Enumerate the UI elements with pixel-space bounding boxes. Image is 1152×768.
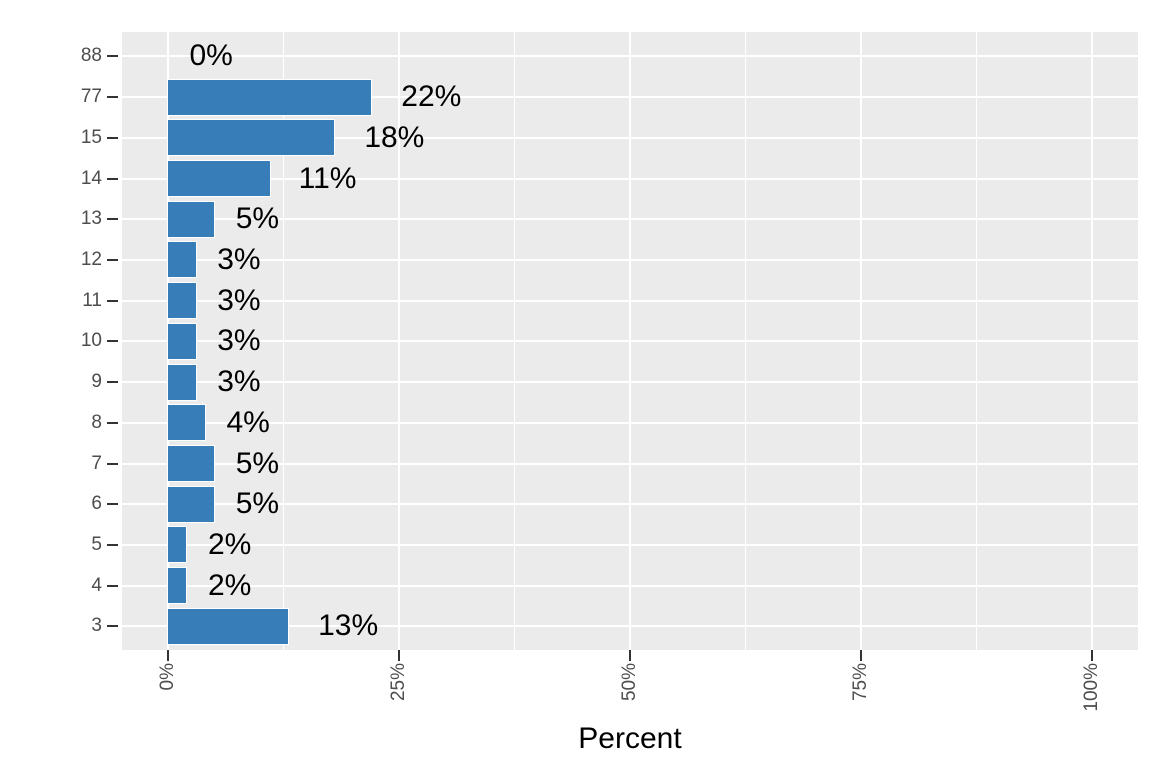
- bar-value-label: 11%: [298, 161, 357, 195]
- y-axis-label: 3: [91, 615, 102, 637]
- x-axis-label: 0%: [157, 663, 178, 691]
- bar-value-label: 13%: [318, 609, 379, 643]
- y-axis-tick: [107, 258, 118, 261]
- gridline-major-horizontal: [122, 625, 1138, 628]
- bar-value-label: 4%: [226, 405, 270, 439]
- y-axis-tick: [107, 503, 118, 506]
- plot-panel: 0% 22% 18% 11% 5% 3% 3% 3% 3% 4% 5% 5% 2% 2% 13%: [122, 32, 1138, 650]
- y-axis-tick: [107, 584, 118, 587]
- bar: [167, 160, 271, 198]
- y-axis-tick: [107, 218, 118, 221]
- y-axis-tick: [107, 299, 118, 302]
- y-axis-label: 13: [80, 208, 102, 230]
- bar-value-label: 2%: [207, 527, 252, 561]
- gridline-major-horizontal: [122, 258, 1138, 261]
- y-axis-tick: [107, 421, 118, 424]
- gridline-major-horizontal: [122, 55, 1138, 58]
- bar: [167, 200, 216, 238]
- bar: [167, 485, 216, 523]
- bar-value-label: 3%: [217, 324, 261, 358]
- bar-value-label: 3%: [217, 283, 261, 317]
- gridline-major-horizontal: [122, 177, 1138, 180]
- x-axis-title: Percent: [578, 722, 682, 755]
- bar-value-label: 5%: [235, 202, 280, 236]
- y-axis-label: 77: [80, 86, 102, 108]
- bar-value-label: 22%: [401, 80, 462, 114]
- gridline-major-horizontal: [122, 340, 1138, 343]
- bar: [167, 363, 197, 401]
- bar: [167, 241, 197, 279]
- y-axis-label: 6: [91, 493, 102, 515]
- bar: [167, 526, 188, 564]
- x-axis-tick: [860, 650, 862, 661]
- gridline-major-horizontal: [122, 299, 1138, 302]
- bar-value-label: 0%: [189, 39, 233, 73]
- bar: [167, 404, 206, 442]
- gridline-major-horizontal: [122, 543, 1138, 546]
- gridline-major-horizontal: [122, 218, 1138, 221]
- bar-value-label: 5%: [235, 487, 280, 521]
- bar-value-label: 3%: [217, 365, 261, 399]
- y-axis-tick: [107, 340, 118, 343]
- x-axis-label: 25%: [388, 663, 409, 702]
- bar-value-label: 5%: [235, 446, 280, 480]
- bar: [167, 567, 188, 605]
- y-axis-tick: [107, 136, 118, 139]
- y-axis-tick: [107, 543, 118, 546]
- y-axis-label: 7: [91, 452, 102, 474]
- gridline-major-horizontal: [122, 96, 1138, 99]
- y-axis-tick: [107, 96, 118, 99]
- gridline-major-horizontal: [122, 136, 1138, 139]
- y-axis-label: 8: [91, 411, 102, 433]
- bar: [167, 282, 197, 320]
- y-axis-tick: [107, 462, 118, 465]
- y-axis-tick: [107, 625, 118, 628]
- y-axis-label: 14: [80, 167, 102, 189]
- bar-value-label: 3%: [217, 242, 261, 276]
- gridline-major-horizontal: [122, 503, 1138, 506]
- x-axis-label: 50%: [619, 663, 640, 702]
- y-axis-label: 9: [91, 371, 102, 393]
- bar: [167, 119, 336, 157]
- gridline-major-horizontal: [122, 584, 1138, 587]
- bar-value-label: 2%: [207, 568, 252, 602]
- bar-value-label: 18%: [364, 120, 425, 154]
- x-axis-tick: [1091, 650, 1093, 661]
- x-axis-label: 100%: [1081, 663, 1102, 712]
- x-axis-label: 75%: [850, 663, 871, 702]
- y-axis-label: 15: [80, 126, 102, 148]
- gridline-major-horizontal: [122, 381, 1138, 384]
- y-axis-label: 88: [80, 45, 102, 67]
- y-axis-label: 10: [80, 330, 102, 352]
- gridline-major-horizontal: [122, 462, 1138, 465]
- bar: [167, 322, 197, 360]
- y-axis-label: 11: [82, 289, 102, 311]
- y-axis-label: 5: [91, 533, 102, 555]
- x-axis-tick: [167, 650, 169, 661]
- y-axis-label: 12: [80, 248, 102, 270]
- bar: [167, 78, 373, 116]
- x-axis-tick: [629, 650, 631, 661]
- bar: [167, 445, 216, 483]
- y-axis-label: 4: [91, 574, 102, 596]
- x-axis-tick: [398, 650, 400, 661]
- y-axis-tick: [107, 177, 118, 180]
- y-axis-tick: [107, 381, 118, 384]
- gridline-major-horizontal: [122, 421, 1138, 424]
- y-axis-tick: [107, 55, 118, 58]
- bar: [167, 607, 290, 645]
